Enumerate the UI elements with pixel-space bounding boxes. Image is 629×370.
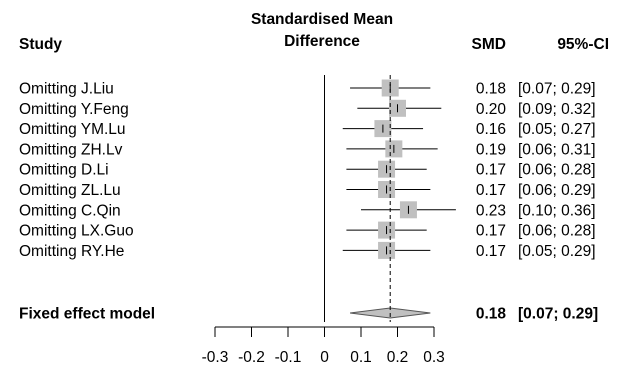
ci-value: [0.06; 0.31] — [518, 141, 596, 158]
smd-value: 0.17 — [476, 243, 506, 260]
study-row: Omitting J.Liu 0.18 [0.07; 0.29] — [19, 79, 596, 98]
ci-value: [0.05; 0.29] — [518, 243, 596, 260]
smd-value: 0.17 — [476, 182, 506, 199]
ci-column-header: 95%-CI — [557, 36, 609, 53]
pooled-ci-value: [0.07; 0.29] — [518, 306, 598, 323]
x-tick-label: 0.3 — [423, 349, 445, 366]
study-label: Omitting ZH.Lv — [19, 141, 123, 158]
study-label: Omitting C.Qin — [19, 202, 121, 219]
x-tick-label: -0.3 — [202, 349, 229, 366]
x-tick-label: 0.1 — [350, 349, 372, 366]
smd-value: 0.19 — [476, 141, 506, 158]
study-row: Omitting YM.Lu 0.16 [0.05; 0.27] — [19, 120, 596, 138]
study-row: Omitting RY.He 0.17 [0.05; 0.29] — [19, 241, 596, 260]
pooled-row: Fixed effect model 0.18 [0.07; 0.29] — [19, 306, 598, 323]
pooled-label: Fixed effect model — [19, 306, 155, 323]
study-row: Omitting ZL.Lu 0.17 [0.06; 0.29] — [19, 181, 596, 199]
x-axis: -0.3 -0.2 -0.1 0 0.1 0.2 0.3 — [202, 75, 445, 366]
smd-value: 0.16 — [476, 121, 506, 138]
smd-column-header: SMD — [472, 36, 506, 53]
smd-value: 0.18 — [476, 81, 506, 98]
ci-value: [0.06; 0.29] — [518, 182, 596, 199]
study-label: Omitting Y.Feng — [19, 101, 129, 118]
effect-header-line-2: Difference — [284, 33, 360, 50]
ci-value: [0.09; 0.32] — [518, 101, 596, 118]
study-column-header: Study — [19, 36, 62, 53]
x-tick-label: -0.2 — [238, 349, 265, 366]
effect-header-line-1: Standardised Mean — [251, 11, 393, 28]
smd-value: 0.20 — [476, 101, 507, 118]
x-tick-label: 0 — [320, 349, 329, 366]
header-row: Study Standardised Mean Difference SMD 9… — [19, 11, 609, 53]
study-label: Omitting YM.Lu — [19, 121, 126, 138]
study-label: Omitting ZL.Lu — [19, 182, 121, 199]
study-row: Omitting ZH.Lv 0.19 [0.06; 0.31] — [19, 140, 596, 158]
smd-value: 0.23 — [476, 202, 506, 219]
ci-value: [0.07; 0.29] — [518, 81, 596, 98]
study-label: Omitting LX.Guo — [19, 223, 134, 240]
smd-value: 0.17 — [476, 162, 506, 179]
ci-value: [0.05; 0.27] — [518, 121, 596, 138]
pooled-smd-value: 0.18 — [476, 306, 507, 323]
smd-value: 0.17 — [476, 223, 506, 240]
study-row: Omitting Y.Feng 0.20 [0.09; 0.32] — [19, 99, 596, 118]
ci-value: [0.10; 0.36] — [518, 202, 596, 219]
study-label: Omitting J.Liu — [19, 81, 114, 98]
study-row: Omitting LX.Guo 0.17 [0.06; 0.28] — [19, 221, 596, 240]
x-tick-label: 0.2 — [387, 349, 409, 366]
study-label: Omitting RY.He — [19, 243, 124, 260]
study-label: Omitting D.Li — [19, 162, 109, 179]
x-tick-label: -0.1 — [275, 349, 302, 366]
ci-value: [0.06; 0.28] — [518, 162, 596, 179]
study-rows: Omitting J.Liu 0.18 [0.07; 0.29]Omitting Y… — [19, 79, 596, 260]
study-row: Omitting C.Qin 0.23 [0.10; 0.36] — [19, 201, 596, 219]
study-row: Omitting D.Li 0.17 [0.06; 0.28] — [19, 160, 596, 179]
ci-value: [0.06; 0.28] — [518, 223, 596, 240]
